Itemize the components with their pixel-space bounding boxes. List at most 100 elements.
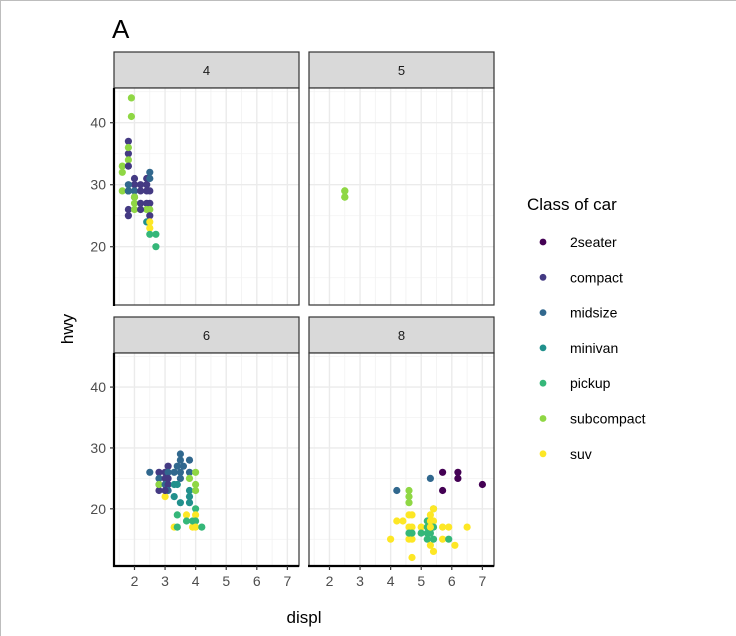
data-point-suv — [182, 511, 191, 519]
data-point-compact — [130, 174, 139, 183]
data-point-midsize — [164, 468, 172, 476]
data-point-subcompact — [146, 205, 154, 214]
data-point-subcompact — [118, 187, 126, 195]
x-tick-label: 5 — [417, 573, 425, 589]
panel-background — [114, 88, 299, 305]
data-point-midsize — [185, 468, 194, 476]
data-point-pickup — [192, 517, 200, 525]
facet-panel-4: 4 20 30 40 — [90, 51, 300, 306]
data-point-subcompact — [192, 468, 200, 476]
data-point-compact — [164, 480, 172, 489]
data-point-2seater — [454, 468, 462, 476]
facet-panel-5: 5 — [308, 51, 495, 306]
x-tick-label: 7 — [478, 573, 486, 589]
data-point-subcompact — [341, 187, 349, 195]
data-point-compact — [124, 137, 132, 145]
data-point-pickup — [426, 529, 434, 537]
data-point-subcompact — [127, 94, 135, 102]
legend-label: minivan — [570, 340, 618, 356]
data-point-minivan — [170, 493, 178, 501]
x-tick-label: 2 — [131, 573, 139, 589]
data-point-suv — [408, 511, 416, 519]
data-point-pickup — [152, 230, 160, 238]
data-point-suv — [445, 523, 453, 531]
data-point-compact — [124, 150, 132, 158]
x-tick-label: 6 — [253, 573, 261, 589]
legend-label: suv — [570, 446, 592, 462]
data-point-subcompact — [405, 493, 413, 501]
legend-item-suv: suv — [539, 446, 592, 462]
data-point-midsize — [130, 187, 139, 195]
data-point-suv — [429, 505, 438, 513]
data-point-compact — [146, 199, 154, 207]
legend-key — [539, 379, 547, 387]
data-point-subcompact — [127, 112, 135, 121]
data-point-midsize — [393, 486, 401, 495]
facet-strip-label: 5 — [398, 63, 405, 78]
data-point-suv — [426, 541, 434, 549]
data-point-subcompact — [124, 156, 132, 164]
x-tick-label: 3 — [356, 573, 364, 589]
data-point-midsize — [173, 462, 181, 470]
data-point-suv — [387, 535, 395, 543]
data-point-minivan — [176, 499, 184, 507]
facet-strip — [308, 51, 495, 89]
data-point-suv — [439, 523, 447, 531]
facet-strip — [308, 316, 495, 354]
data-point-compact — [130, 181, 139, 189]
legend-label: compact — [570, 269, 623, 285]
facet-panel-6: 6 20 30 40 2 3 4 5 6 7 — [90, 316, 300, 589]
data-point-suv — [399, 517, 407, 525]
data-point-compact — [137, 181, 145, 189]
legend: Class of car 2seater compact midsize miniva… — [527, 195, 646, 462]
data-point-midsize — [426, 474, 434, 482]
data-point-minivan — [173, 480, 181, 489]
data-point-subcompact — [155, 480, 163, 489]
data-point-midsize — [176, 468, 184, 476]
y-tick-label: 30 — [90, 177, 106, 193]
data-point-suv — [408, 535, 416, 543]
panel-background — [309, 88, 494, 305]
data-point-compact — [124, 212, 132, 220]
data-point-compact — [137, 205, 145, 214]
data-point-subcompact — [118, 168, 126, 176]
y-tick-label: 20 — [90, 501, 106, 517]
data-point-compact — [164, 474, 172, 482]
data-point-compact — [124, 205, 132, 214]
data-point-suv — [439, 535, 447, 543]
legend-key — [539, 415, 547, 422]
legend-key — [539, 450, 547, 458]
x-tick-label: 6 — [448, 573, 456, 589]
data-point-2seater — [439, 486, 447, 495]
data-point-suv — [429, 517, 438, 525]
data-point-minivan — [185, 493, 194, 501]
x-tick-label: 3 — [161, 573, 169, 589]
facet-panels: 4 20 30 40 5 6 20 30 40 2 3 4 5 6 7 8 2 3 4 5 6 7 — [90, 51, 495, 589]
data-point-suv — [408, 553, 416, 562]
x-tick-label: 4 — [387, 573, 395, 589]
data-point-midsize — [146, 168, 154, 176]
facet-strip — [113, 51, 300, 89]
data-point-pickup — [173, 511, 181, 519]
legend-key — [539, 309, 547, 316]
data-point-midsize — [124, 181, 132, 189]
data-point-suv — [192, 523, 200, 531]
data-point-pickup — [146, 230, 154, 238]
legend-item-subcompact: subcompact — [539, 411, 646, 427]
data-point-pickup — [417, 529, 425, 537]
data-point-compact — [155, 486, 163, 495]
data-point-suv — [146, 218, 154, 226]
data-point-midsize — [185, 456, 194, 464]
data-point-suv — [393, 517, 401, 525]
data-point-suv — [146, 224, 154, 232]
data-point-compact — [164, 462, 172, 470]
y-tick-label: 40 — [90, 115, 106, 131]
legend-label: subcompact — [570, 411, 646, 427]
data-point-compact — [161, 486, 169, 495]
panel-background — [114, 353, 299, 566]
data-point-pickup — [445, 535, 453, 543]
data-point-compact — [146, 212, 154, 220]
x-tick-label: 4 — [192, 573, 200, 589]
data-point-pickup — [173, 523, 181, 531]
